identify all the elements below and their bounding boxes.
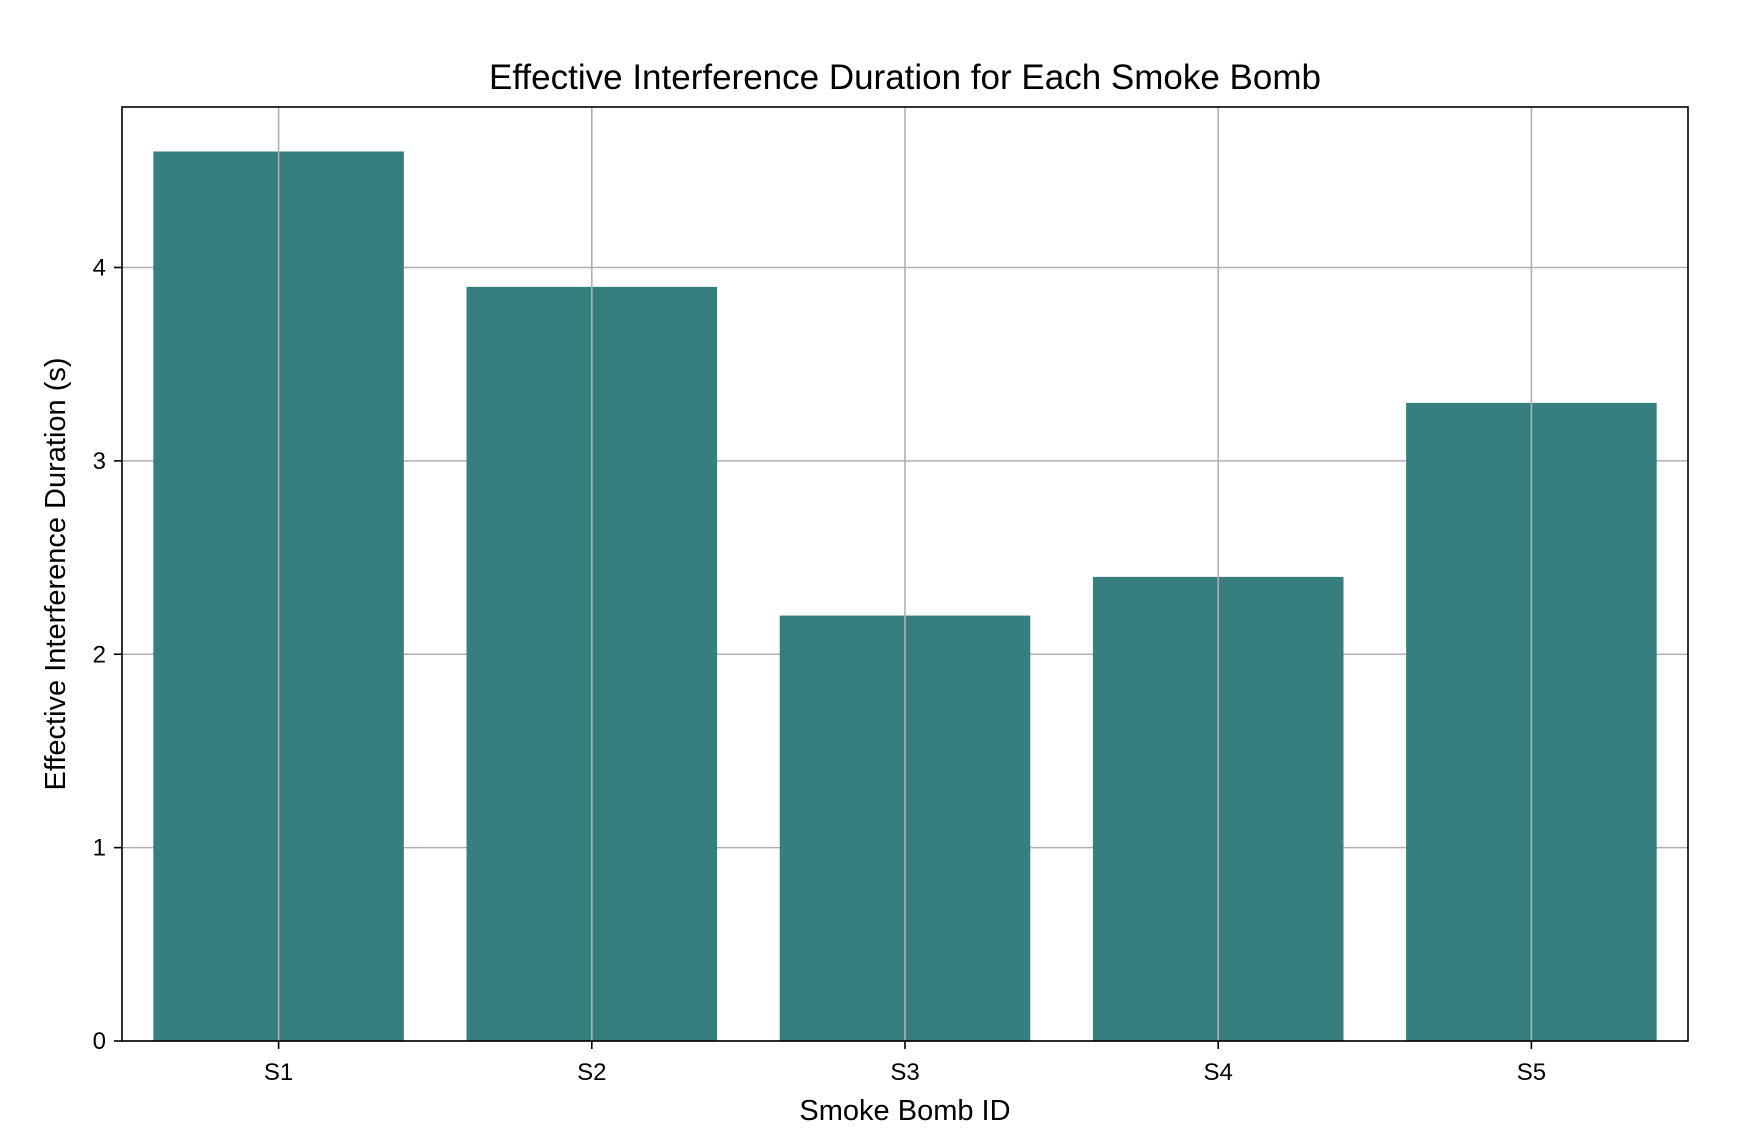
- y-tick-label: 4: [93, 255, 106, 282]
- x-axis-label: Smoke Bomb ID: [799, 1095, 1010, 1127]
- x-tick-label: S5: [1517, 1059, 1546, 1086]
- vertical-grid-layer: [277, 107, 1533, 1041]
- x-tick-label: S2: [577, 1059, 606, 1086]
- y-tick-label: 2: [93, 641, 106, 668]
- y-axis-label: Effective Interference Duration (s): [40, 357, 72, 790]
- x-tick-label: S3: [890, 1059, 919, 1086]
- ticks-layer: 0 1 2 3 4 S1 S2 S3 S4 S5: [93, 255, 1546, 1086]
- y-tick-label: 3: [93, 448, 106, 475]
- x-tick-label: S4: [1204, 1059, 1233, 1086]
- chart-title: Effective Interference Duration for Each…: [489, 58, 1321, 97]
- y-tick-label: 1: [93, 835, 106, 862]
- x-tick-label: S1: [264, 1059, 293, 1086]
- y-tick-label: 0: [93, 1028, 106, 1055]
